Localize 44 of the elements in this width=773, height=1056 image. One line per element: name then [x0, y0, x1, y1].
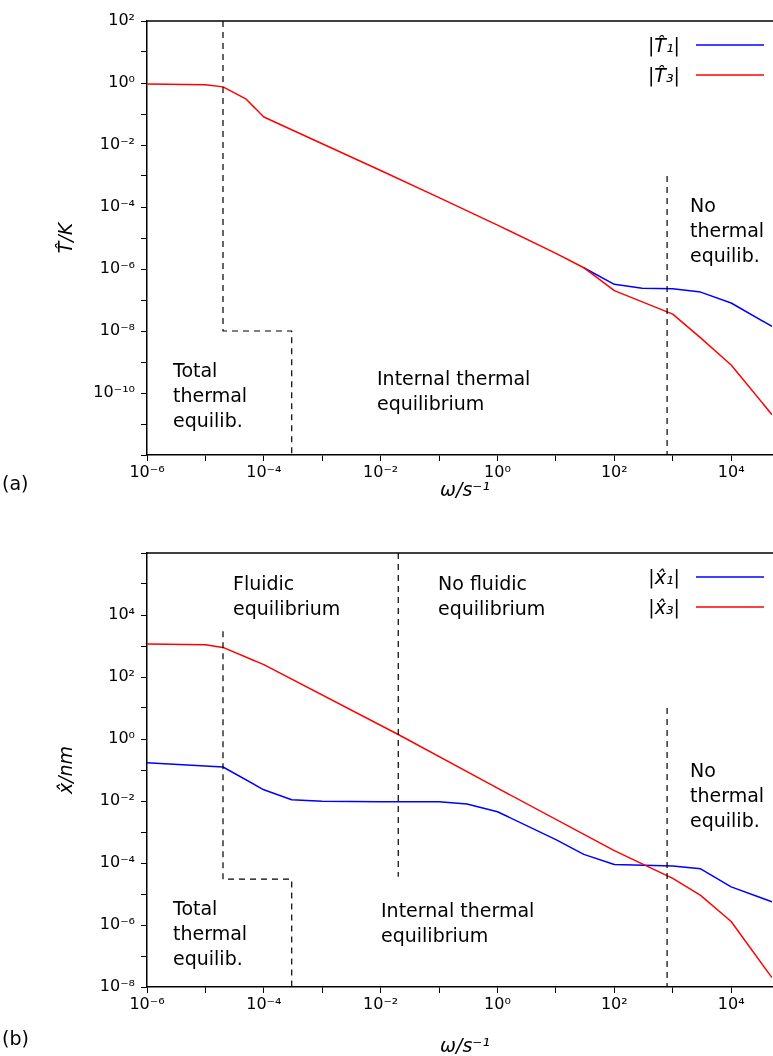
y-tick-label: 10⁻⁸: [99, 320, 135, 340]
y-tick-label: 10⁻⁸: [99, 976, 135, 996]
x-tick-label: 10⁻²: [363, 993, 399, 1013]
annotation: Internal thermal equilibrium: [381, 899, 535, 946]
y-tick-label: 10⁰: [108, 72, 135, 92]
y-tick-label: 10⁻⁶: [99, 914, 135, 934]
text: (a): [2, 472, 29, 494]
annotation: Internal thermal equilibrium: [377, 367, 531, 414]
x-tick-label: 10⁻⁴: [246, 993, 282, 1013]
x-tick-label: 10⁻²: [363, 461, 399, 481]
x-tick-label: 10⁴: [717, 993, 745, 1013]
x-tick-label: 10²: [600, 461, 628, 481]
y-tick-label: 10⁰: [108, 728, 135, 748]
x-axis-title: ω/s⁻¹: [440, 478, 490, 500]
y-tick-label: 10²: [108, 10, 135, 30]
x-axis-title: ω/s⁻¹: [440, 1034, 490, 1056]
x-tick-label: 10⁰: [484, 993, 511, 1013]
annotation: No fluidic equilibrium: [438, 572, 546, 619]
annotation: No thermal equilib.: [690, 759, 765, 831]
y-tick-label: 10⁻⁴: [99, 196, 135, 216]
legend-label: |T̂₃|: [647, 64, 680, 87]
y-tick-label: 10⁻⁶: [99, 258, 135, 278]
x-tick-label: 10⁰: [484, 461, 511, 481]
y-tick-label: 10⁻²: [99, 790, 135, 810]
y-tick-label: 10⁻¹⁰: [93, 382, 135, 402]
y-tick-label: 10⁻⁴: [99, 852, 135, 872]
y-axis-title: x̂/nm: [54, 745, 76, 796]
x-tick-label: 10⁴: [717, 461, 745, 481]
legend-label: |x̂₃|: [648, 596, 680, 619]
legend-label: |x̂₁|: [648, 566, 680, 589]
annotation: Total thermal equilib.: [172, 359, 248, 431]
y-axis-title: T̂/K: [54, 221, 76, 254]
annotation: No thermal equilib.: [690, 194, 765, 266]
x-tick-label: 10⁻⁶: [129, 461, 165, 481]
annotation: Total thermal equilib.: [172, 897, 248, 969]
legend-label: |T̂₁|: [647, 34, 680, 57]
text: (b): [2, 1027, 29, 1049]
x-tick-label: 10⁻⁶: [129, 993, 165, 1013]
annotation: Fluidic equilibrium: [233, 572, 341, 619]
x-tick-label: 10⁻⁴: [246, 461, 282, 481]
y-tick-label: 10⁻²: [99, 134, 135, 154]
y-tick-label: 10⁴: [108, 604, 135, 624]
y-tick-label: 10²: [108, 666, 135, 686]
x-tick-label: 10²: [600, 993, 628, 1013]
